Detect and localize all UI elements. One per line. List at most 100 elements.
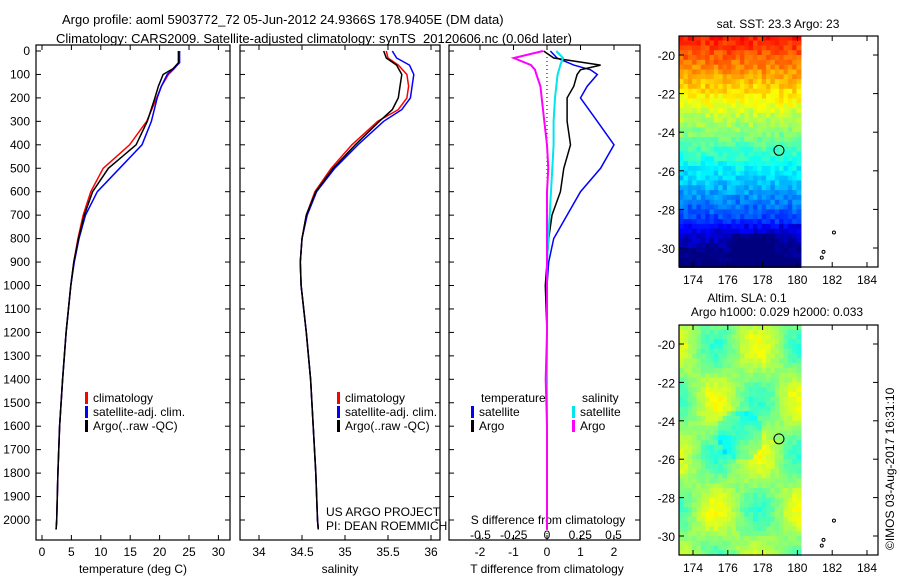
map-cell: [731, 103, 737, 109]
map-cell: [726, 516, 732, 523]
map-cell: [722, 550, 728, 556]
map-cell: [770, 348, 776, 355]
map-cell: [787, 502, 793, 508]
map-cell: [735, 214, 741, 220]
map-cell: [679, 161, 685, 167]
map-cell: [713, 416, 719, 422]
map-cell: [779, 161, 785, 167]
map-cell: [696, 151, 702, 157]
map-cell: [766, 550, 772, 556]
salinity-legend-item-label: climatology: [345, 391, 405, 405]
map-cell: [687, 536, 693, 542]
map-cell: [774, 199, 780, 206]
map-cell: [740, 329, 745, 335]
map-cell: [740, 146, 745, 153]
map-cell: [705, 334, 711, 340]
map-cell: [770, 252, 776, 259]
map-cell: [713, 497, 719, 503]
map-cell: [683, 430, 689, 436]
map-cell: [774, 473, 780, 479]
map-cell: [713, 344, 719, 350]
map-cell: [692, 512, 698, 518]
map-cell: [735, 248, 741, 254]
t-difference-tick-label: -1: [508, 545, 519, 559]
map-cell: [696, 545, 702, 551]
temperature-legend-item-label: climatology: [93, 391, 153, 405]
map-cell: [757, 550, 763, 556]
map-cell: [740, 459, 745, 465]
map-cell: [726, 166, 732, 172]
map-cell: [787, 401, 793, 407]
map-cell: [709, 392, 715, 398]
map-cell: [735, 156, 741, 162]
map-cell: [683, 526, 689, 532]
map-cell: [787, 420, 793, 427]
map-cell: [783, 35, 789, 42]
map-cell: [796, 69, 802, 75]
map-cell: [713, 35, 719, 42]
map-cell: [718, 348, 724, 355]
map-cell: [766, 74, 772, 80]
map-cell: [783, 103, 789, 109]
map-cell: [726, 132, 732, 138]
map-cell: [731, 238, 737, 244]
map-cell: [766, 55, 772, 61]
map-cell: [796, 40, 802, 46]
map-cell: [766, 88, 772, 95]
map-cell: [679, 377, 685, 383]
map-cell: [792, 228, 798, 235]
map-cell: [748, 377, 754, 383]
map-cell: [696, 170, 702, 177]
map-cell: [718, 483, 724, 489]
map-cell: [735, 392, 741, 398]
map-cell: [761, 363, 767, 369]
map-cell: [744, 550, 750, 556]
map-cell: [683, 324, 689, 331]
map-cell: [696, 382, 702, 388]
map-cell: [722, 238, 728, 244]
map-cell: [722, 444, 728, 451]
map-cell: [740, 550, 745, 556]
map-cell: [766, 40, 772, 46]
map-cell: [735, 98, 741, 104]
map-cell: [766, 151, 772, 157]
map-cell: [779, 170, 785, 177]
map-cell: [700, 550, 706, 556]
map-cell: [713, 127, 719, 133]
map-cell: [679, 444, 685, 451]
map-cell: [757, 536, 763, 542]
map-cell: [726, 233, 732, 239]
salinity-series-2: [299, 50, 403, 530]
map-cell: [726, 526, 732, 532]
map-cell: [792, 262, 798, 268]
temperature-tick-label: 0: [39, 545, 46, 559]
map-cell: [722, 382, 728, 388]
map-cell: [787, 243, 793, 249]
map-cell: [683, 444, 689, 451]
map-cell: [700, 425, 706, 431]
map-cell: [783, 84, 789, 90]
map-cell: [792, 156, 798, 162]
map-cell: [753, 45, 758, 51]
map-cell: [783, 353, 789, 359]
map-cell: [722, 175, 728, 182]
map-cell: [770, 502, 776, 508]
map-cell: [774, 161, 780, 167]
map-cell: [731, 228, 737, 235]
map-cell: [696, 88, 702, 95]
map-cell: [796, 108, 802, 114]
map-cell: [679, 329, 685, 335]
map-cell: [731, 329, 737, 335]
map-cell: [783, 339, 789, 345]
map-cell: [779, 175, 785, 182]
map-cell: [683, 411, 689, 417]
depth-tick-label: 1800: [3, 466, 30, 480]
map-cell: [779, 540, 785, 547]
sla-latitude-tick-label: -26: [658, 453, 676, 467]
map-cell: [748, 175, 754, 182]
map-cell: [735, 377, 741, 383]
map-cell: [679, 459, 685, 465]
map-cell: [753, 238, 758, 244]
argo-float-position-marker: [773, 433, 785, 445]
map-cell: [722, 363, 728, 369]
